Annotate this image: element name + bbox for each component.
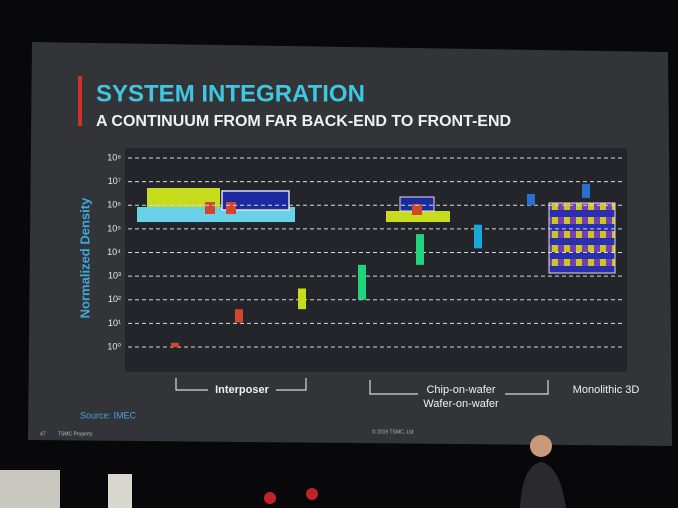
range-bar (474, 224, 482, 249)
subtitle: A CONTINUUM FROM FAR BACK-END TO FRONT-E… (96, 113, 511, 130)
interposer-illustration (137, 188, 295, 222)
range-bar (235, 309, 243, 323)
group-label: Wafer-on-wafer (423, 398, 499, 410)
footer-text: TSMC Property (58, 431, 93, 437)
accent-bar (78, 76, 82, 126)
y-tick-label: 10⁰ (107, 341, 121, 351)
y-tick-label: 10⁵ (107, 223, 121, 233)
stage (0, 435, 566, 508)
range-bar (171, 342, 179, 347)
range-bar (527, 193, 535, 206)
range-bar (358, 264, 366, 300)
plot-area (125, 148, 627, 372)
y-axis-label: Normalized Density (77, 197, 92, 318)
y-tick-label: 10⁶ (107, 200, 121, 210)
copyright: © 2019 TSMC, Ltd (372, 428, 414, 435)
title: SYSTEM INTEGRATION (96, 80, 365, 107)
y-tick-label: 10¹ (108, 318, 121, 328)
group-label: Interposer (215, 384, 270, 396)
page-number: 47 (40, 431, 46, 437)
range-bar (416, 234, 424, 265)
group-label: Monolithic 3D (573, 384, 640, 396)
y-tick-label: 10³ (108, 271, 121, 281)
y-tick-label: 10⁷ (108, 176, 121, 186)
range-bar (582, 183, 590, 199)
source: Source: IMEC (80, 410, 137, 420)
y-tick-label: 10² (108, 294, 121, 304)
group-brackets (175, 378, 549, 395)
y-tick-label: 10⁸ (107, 152, 121, 162)
group-label: Chip-on-wafer (426, 384, 495, 396)
chip-on-wafer-illustration (386, 196, 450, 222)
range-bar (298, 288, 306, 310)
monolithic-illustration (548, 202, 616, 274)
y-tick-label: 10⁴ (107, 247, 121, 257)
